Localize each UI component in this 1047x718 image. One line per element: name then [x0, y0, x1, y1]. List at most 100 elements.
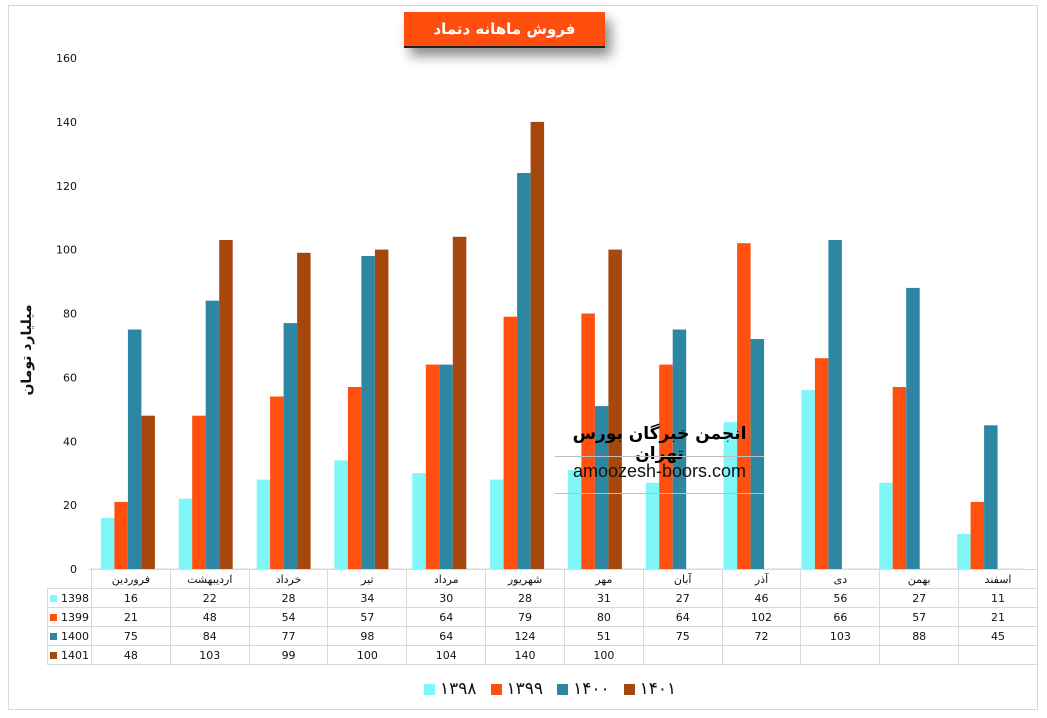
data-cell: 34 — [327, 588, 408, 608]
data-cell: 22 — [169, 588, 250, 608]
data-cell: 56 — [800, 588, 881, 608]
bar-1399-5 — [503, 316, 518, 569]
data-cell: 57 — [327, 607, 408, 627]
data-cell: 75 — [91, 626, 171, 646]
category-label: اردیبهشت — [169, 569, 250, 589]
bar-1400-7 — [672, 329, 687, 569]
bar-1400-4 — [439, 364, 453, 569]
bar-1401-1 — [219, 240, 233, 569]
data-cell: 27 — [879, 588, 960, 608]
bar-1401-6 — [608, 249, 622, 569]
y-tick-label: 40 — [63, 435, 77, 448]
category-label: مرداد — [406, 569, 487, 589]
data-cell: 27 — [642, 588, 723, 608]
bar-1401-3 — [374, 249, 389, 569]
data-cell: 103 — [169, 645, 250, 665]
series-swatch — [50, 652, 57, 659]
category-label: شهریور — [485, 569, 565, 589]
data-table: فروردین اردیبهشت خرداد تیر مرداد شهریور مهر آبا… — [47, 569, 1038, 665]
bar-1399-6 — [581, 313, 595, 569]
chart-title: فروش ماهانه دتماد — [404, 12, 605, 48]
bar-1399-3 — [347, 387, 362, 569]
bar-1398-6 — [567, 470, 582, 569]
chart-frame — [8, 5, 1038, 710]
category-label: اسفند — [958, 569, 1038, 589]
bar-1399-10 — [892, 387, 907, 569]
bar-1399-1 — [192, 415, 206, 569]
series-name: 1401 — [61, 648, 89, 662]
data-cell: 100 — [563, 645, 644, 665]
data-cell: 77 — [248, 626, 329, 646]
data-cell: 140 — [485, 645, 565, 665]
data-cell: 80 — [563, 607, 644, 627]
data-cell: 31 — [563, 588, 644, 608]
bar-1399-11 — [970, 501, 985, 569]
bar-1400-1 — [205, 300, 220, 569]
legend-swatch — [623, 683, 635, 695]
data-cell: 99 — [248, 645, 329, 665]
category-label: آذر — [721, 569, 802, 589]
data-cell: 28 — [485, 588, 565, 608]
table-row: 1400 75 84 77 98 64 124 51 75 72 103 88 45 — [47, 626, 1038, 646]
bar-1398-7 — [645, 482, 660, 569]
data-cell: 66 — [800, 607, 881, 627]
bar-1398-2 — [256, 479, 271, 569]
bar-1399-9 — [814, 358, 829, 569]
table-header-row: فروردین اردیبهشت خرداد تیر مرداد شهریور مهر آبا… — [48, 569, 1038, 589]
data-cell: 57 — [879, 607, 960, 627]
watermark-divider — [555, 493, 764, 494]
category-label: بهمن — [879, 569, 960, 589]
bar-1399-0 — [114, 501, 128, 569]
bar-1401-5 — [530, 121, 545, 570]
data-cell: 98 — [327, 626, 408, 646]
data-cell — [800, 645, 881, 665]
category-label: فروردین — [91, 569, 171, 589]
series-swatch — [50, 595, 57, 602]
watermark-title: انجمن خبرگان بورس تهران — [572, 424, 747, 464]
bar-1399-2 — [270, 396, 284, 569]
data-cell: 72 — [721, 626, 802, 646]
data-cell: 64 — [406, 626, 487, 646]
series-label-cell: 1401 — [47, 645, 92, 665]
data-cell: 64 — [406, 607, 487, 627]
data-cell: 51 — [563, 626, 644, 646]
y-tick-label: 140 — [56, 116, 77, 129]
bar-1398-5 — [490, 479, 504, 569]
bar-1400-3 — [361, 256, 375, 569]
table-corner — [48, 570, 92, 589]
bar-1398-10 — [879, 482, 893, 569]
table-row: 1399 21 48 54 57 64 79 80 64 102 66 57 21 — [47, 607, 1038, 627]
data-cell: 48 — [91, 645, 171, 665]
bar-1399-4 — [425, 364, 440, 569]
y-tick-label: 0 — [70, 563, 77, 576]
data-cell — [879, 645, 960, 665]
bar-1400-6 — [594, 406, 609, 569]
series-label-cell: 1399 — [47, 607, 92, 627]
bar-1400-10 — [906, 287, 920, 569]
category-label: خرداد — [248, 569, 329, 589]
bar-1400-11 — [984, 425, 998, 569]
bar-1398-1 — [178, 498, 193, 569]
data-cell: 75 — [642, 626, 723, 646]
legend-label: ۱۴۰۱ — [639, 679, 677, 699]
data-cell: 79 — [485, 607, 565, 627]
data-cell: 21 — [958, 607, 1038, 627]
data-cell — [958, 645, 1038, 665]
bar-1398-3 — [334, 460, 348, 569]
bar-1400-2 — [283, 323, 298, 569]
legend-label: ۱۳۹۹ — [506, 679, 544, 699]
table-row: 1401 48 103 99 100 104 140 100 — [47, 645, 1038, 665]
data-cell: 30 — [406, 588, 487, 608]
y-tick-label: 160 — [56, 52, 77, 65]
legend-swatch — [557, 683, 569, 695]
bar-1398-8 — [723, 422, 738, 569]
series-label-cell: 1400 — [47, 626, 92, 646]
bar-1401-4 — [452, 236, 467, 570]
bar-1398-9 — [801, 390, 815, 569]
data-cell: 21 — [91, 607, 171, 627]
y-tick-label: 60 — [63, 371, 77, 384]
legend-item: ۱۴۰۰ — [557, 679, 610, 699]
data-cell: 100 — [327, 645, 408, 665]
legend-item: ۱۳۹۸ — [424, 679, 477, 699]
table-row: 1398 16 22 28 34 30 28 31 27 46 56 27 11 — [47, 588, 1038, 608]
